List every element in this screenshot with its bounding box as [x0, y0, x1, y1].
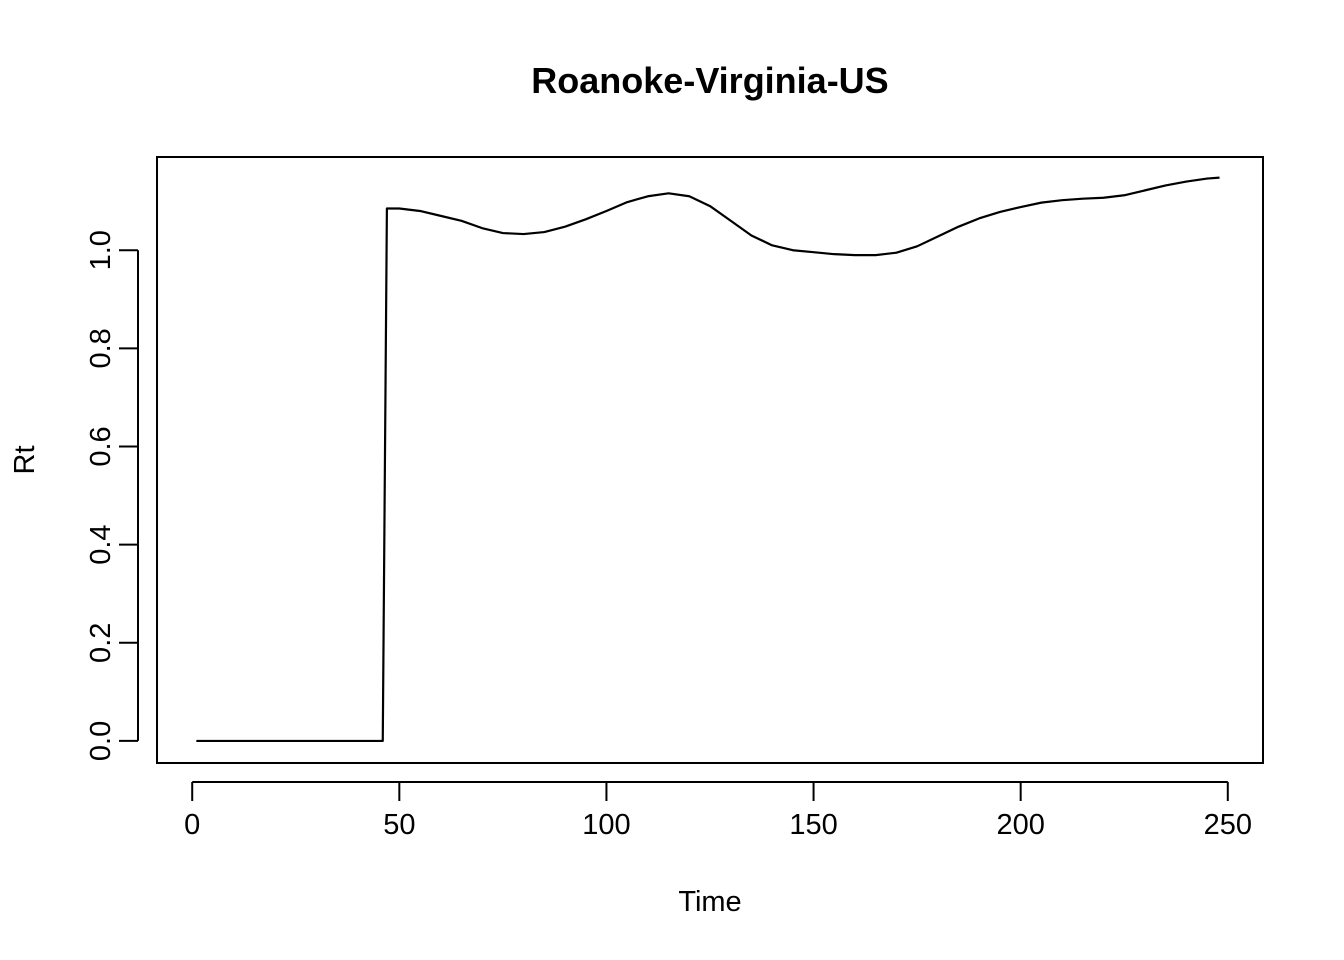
- y-tick-label: 0.2: [85, 623, 117, 663]
- x-tick-label: 50: [383, 809, 415, 841]
- x-axis: 0 50 100 150 200 250: [184, 781, 1252, 841]
- y-tick-label: 0.8: [85, 328, 117, 368]
- x-tick-label: 150: [789, 809, 837, 841]
- x-tick-label: 0: [184, 809, 200, 841]
- y-axis-label: Rt: [9, 446, 41, 475]
- x-tick-label: 200: [996, 809, 1044, 841]
- series-layer: [196, 176, 1220, 743]
- y-tick-label: 1.0: [85, 230, 117, 270]
- x-axis-label: Time: [678, 886, 741, 918]
- x-tick-label: 250: [1204, 809, 1252, 841]
- series-line: [196, 176, 1220, 743]
- x-tick-label: 100: [582, 809, 630, 841]
- y-tick-label: 0.6: [85, 426, 117, 466]
- y-axis: 0.0 0.2 0.4 0.6 0.8 1.0: [85, 230, 139, 761]
- plot-frame: [156, 156, 1264, 764]
- y-tick-label: 0.0: [85, 721, 117, 761]
- y-tick-label: 0.4: [85, 524, 117, 564]
- chart-title: Roanoke-Virginia-US: [531, 60, 888, 101]
